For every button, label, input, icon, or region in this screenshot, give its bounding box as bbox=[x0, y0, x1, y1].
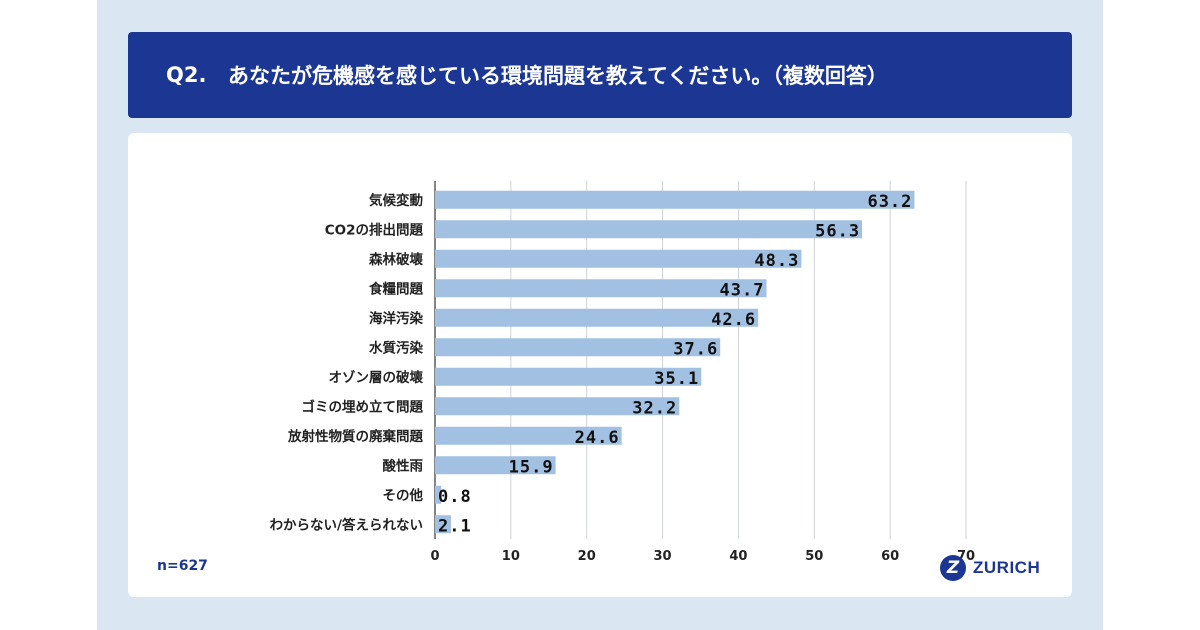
x-tick-label: 30 bbox=[654, 549, 672, 564]
x-tick-label: 40 bbox=[729, 549, 747, 564]
sample-size: n=627 bbox=[157, 558, 208, 574]
category-label: ゴミの埋め立て問題 bbox=[302, 398, 424, 415]
value-label: 15.9 bbox=[509, 457, 554, 477]
zurich-logo: Z ZURICH bbox=[940, 554, 1040, 582]
category-label: 放射性物質の廃棄問題 bbox=[287, 428, 423, 445]
question-text: あなたが危機感を感じている環境問題を教えてください。（複数回答） bbox=[228, 64, 888, 88]
value-label: 24.6 bbox=[575, 428, 620, 448]
x-tick-label: 20 bbox=[578, 549, 596, 564]
value-label: 2.1 bbox=[438, 516, 472, 536]
bar bbox=[435, 338, 721, 357]
question-header: Q2. あなたが危機感を感じている環境問題を教えてください。（複数回答） bbox=[128, 32, 1072, 118]
value-label: 35.1 bbox=[654, 369, 699, 389]
category-label: 水質汚染 bbox=[369, 339, 423, 356]
value-label: 0.8 bbox=[438, 487, 472, 507]
bar bbox=[435, 515, 451, 534]
question-number: Q2. bbox=[166, 63, 207, 87]
bar bbox=[435, 279, 767, 298]
bar bbox=[435, 308, 759, 327]
category-label: 食糧問題 bbox=[369, 280, 423, 297]
bar bbox=[435, 426, 622, 445]
x-tick-label: 50 bbox=[805, 549, 823, 564]
bar bbox=[435, 397, 680, 416]
value-label: 37.6 bbox=[673, 339, 718, 359]
category-label: 酸性雨 bbox=[383, 457, 424, 474]
bar bbox=[435, 190, 915, 209]
value-label: 63.2 bbox=[867, 192, 912, 212]
value-label: 32.2 bbox=[632, 398, 677, 418]
bar bbox=[435, 485, 442, 504]
bar bbox=[435, 456, 556, 475]
category-label: 気候変動 bbox=[369, 192, 423, 209]
category-label: わからない/答えられない bbox=[270, 516, 423, 533]
category-label: 海洋汚染 bbox=[369, 310, 423, 327]
bar bbox=[435, 249, 802, 268]
value-label: 48.3 bbox=[754, 251, 799, 271]
zurich-logo-icon: Z bbox=[940, 555, 966, 581]
bar bbox=[435, 220, 863, 239]
x-tick-label: 0 bbox=[430, 549, 439, 564]
value-label: 56.3 bbox=[815, 221, 860, 241]
chart-card: 0 10 20 30 40 50 60 70 気候変動 63.2 CO2の排出問題 56.3 森林破壊 4… bbox=[128, 133, 1072, 597]
value-label: 43.7 bbox=[720, 280, 765, 300]
brand-name: ZURICH bbox=[973, 558, 1041, 577]
x-tick-label: 60 bbox=[881, 549, 899, 564]
category-label: その他 bbox=[383, 487, 424, 504]
category-label: 森林破壊 bbox=[369, 251, 423, 268]
x-tick-label: 10 bbox=[502, 549, 520, 564]
bar bbox=[435, 367, 702, 386]
category-label: CO2の排出問題 bbox=[325, 221, 424, 238]
value-label: 42.6 bbox=[711, 310, 756, 330]
category-label: オゾン層の破壊 bbox=[329, 369, 424, 386]
